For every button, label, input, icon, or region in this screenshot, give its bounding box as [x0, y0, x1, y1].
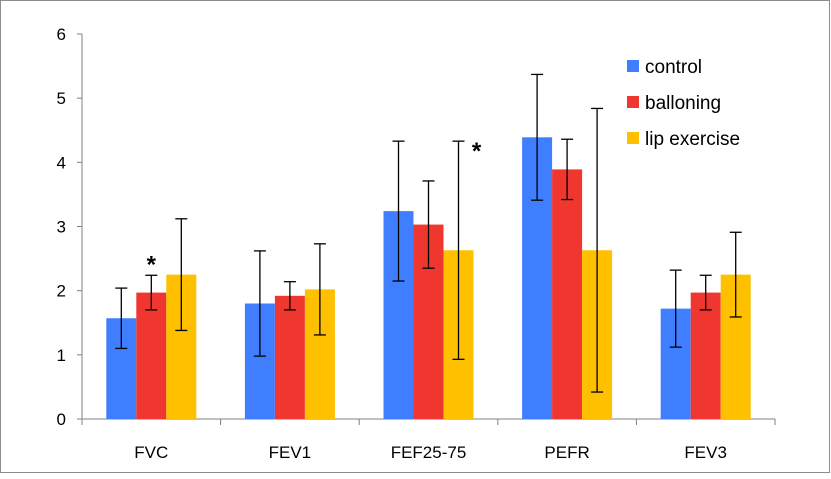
significance-marker: * — [472, 138, 482, 165]
y-tick-label: 4 — [57, 153, 66, 172]
legend-label: control — [645, 57, 702, 78]
legend-label: balloning — [645, 93, 721, 114]
significance-marker: * — [147, 252, 157, 279]
bar — [552, 169, 583, 419]
x-tick-label: FEV3 — [684, 443, 727, 462]
bar — [136, 292, 167, 419]
bar — [690, 292, 721, 419]
legend-swatch — [627, 132, 639, 144]
y-tick-label: 6 — [57, 25, 66, 44]
x-tick-label: FEV1 — [269, 443, 312, 462]
y-tick-label: 5 — [57, 89, 66, 108]
legend-swatch — [627, 96, 639, 108]
x-tick-label: FEF25-75 — [391, 443, 467, 462]
y-tick-label: 0 — [57, 410, 66, 429]
legend-swatch — [627, 60, 639, 72]
legend-label: lip exercise — [645, 129, 740, 150]
plot-area: 0 1 2 3 4 5 6 FVC FEV1 FEF25-75 PEFR FEV3 * * control b… — [57, 25, 776, 462]
y-tick-label: 1 — [57, 346, 66, 365]
x-tick-label: PEFR — [544, 443, 589, 462]
y-tick-label: 2 — [57, 282, 66, 301]
x-tick-label: FVC — [134, 443, 168, 462]
y-tick-label: 3 — [57, 218, 66, 237]
bar — [274, 295, 305, 419]
